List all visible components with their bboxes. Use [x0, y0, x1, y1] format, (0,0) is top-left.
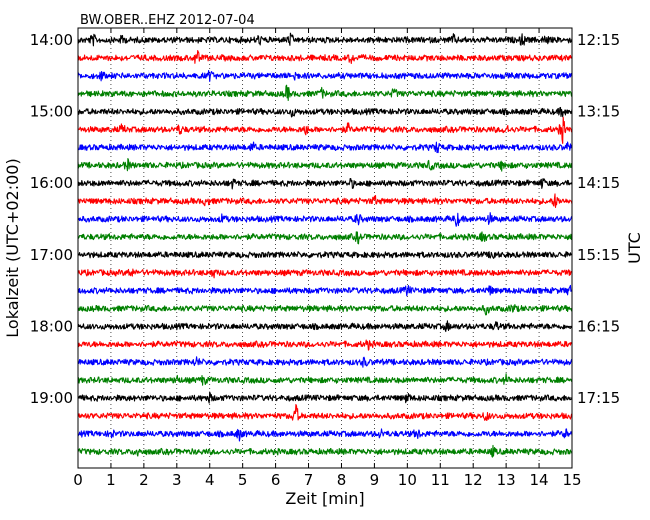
- plot-frame: [77, 27, 573, 469]
- trace-1845: [77, 373, 573, 386]
- y-tick-label-right: 15:15: [577, 246, 620, 264]
- chart-title: BW.OBER..EHZ 2012-07-04: [80, 13, 255, 28]
- trace-1730: [77, 284, 573, 297]
- x-tick-label: 1: [106, 471, 116, 489]
- trace-1915: [77, 403, 573, 421]
- trace-1445: [77, 84, 573, 102]
- trace-1530: [77, 141, 573, 154]
- axis-layer: 0 1 2 3 4 5 6 7 8 9 10 11 12 13 14 1514:0015:0016:0017:…: [30, 28, 620, 489]
- y-tick-label-right: 12:15: [577, 31, 620, 49]
- trace-1930: [77, 428, 573, 442]
- x-tick-label: 6: [271, 471, 281, 489]
- y-tick-label-left: 19:00: [30, 389, 73, 407]
- trace-layer: [77, 32, 573, 458]
- x-tick-label: 8: [337, 471, 347, 489]
- y-tick-label-right: 17:15: [577, 389, 620, 407]
- x-tick-label: 10: [398, 471, 417, 489]
- x-tick-label: 7: [304, 471, 314, 489]
- x-tick-label: 13: [497, 471, 516, 489]
- y-tick-label-left: 16:00: [30, 174, 73, 192]
- x-tick-label: 15: [562, 471, 581, 489]
- x-tick-label: 0: [73, 471, 83, 489]
- y-tick-label-right: 14:15: [577, 174, 620, 192]
- x-tick-label: 9: [370, 471, 380, 489]
- x-tick-label: 12: [464, 471, 483, 489]
- trace-1600: [77, 177, 573, 190]
- trace-1800: [77, 320, 573, 333]
- trace-1700: [77, 251, 573, 259]
- x-tick-label: 5: [238, 471, 248, 489]
- vertical-grid: [110, 28, 540, 468]
- trace-1400: [77, 32, 573, 47]
- x-axis-label: Zeit [min]: [285, 489, 364, 508]
- y-tick-label-left: 18:00: [30, 317, 73, 335]
- trace-1900: [77, 391, 573, 404]
- trace-1745: [77, 304, 573, 316]
- y-axis-label-right: UTC: [625, 232, 644, 264]
- trace-1515: [77, 116, 573, 144]
- trace-1945: [77, 444, 573, 458]
- y-axis-label-left: Lokalzeit (UTC+02:00): [3, 158, 22, 337]
- y-tick-label-right: 16:15: [577, 317, 620, 335]
- y-tick-label-left: 15:00: [30, 103, 73, 121]
- trace-1645: [77, 231, 573, 245]
- x-tick-label: 11: [431, 471, 450, 489]
- trace-1830: [77, 356, 573, 368]
- trace-1615: [77, 193, 573, 209]
- trace-1815: [77, 339, 573, 351]
- trace-1715: [77, 268, 573, 279]
- trace-1430: [77, 69, 573, 82]
- y-tick-label-left: 17:00: [30, 246, 73, 264]
- x-tick-label: 14: [530, 471, 549, 489]
- trace-1545: [77, 158, 573, 172]
- trace-1500: [77, 106, 573, 118]
- x-tick-label: 4: [205, 471, 215, 489]
- trace-1415: [77, 50, 573, 65]
- trace-1630: [77, 212, 573, 227]
- y-tick-label-left: 14:00: [30, 31, 73, 49]
- x-tick-label: 3: [172, 471, 182, 489]
- y-tick-label-right: 13:15: [577, 103, 620, 121]
- x-tick-label: 2: [139, 471, 149, 489]
